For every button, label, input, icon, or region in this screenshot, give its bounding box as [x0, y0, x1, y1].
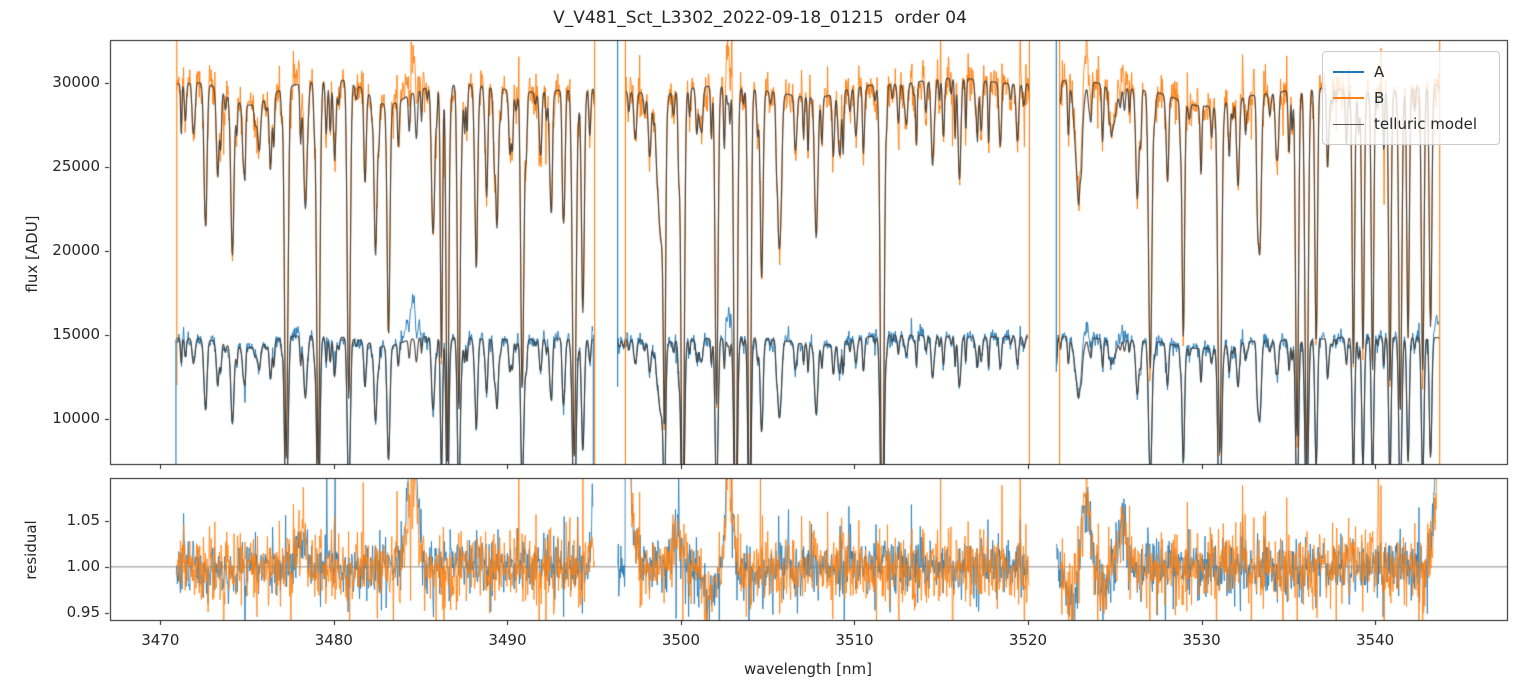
x-tick-label: 3480: [314, 631, 353, 649]
flux-tick-label: 25000: [52, 156, 100, 175]
x-tick-label: 3490: [488, 631, 527, 649]
flux-tick-label: 10000: [52, 408, 100, 427]
legend-line-swatch: [1333, 71, 1364, 73]
x-tick-label: 3530: [1182, 631, 1221, 649]
x-tick-label: 3520: [1008, 631, 1048, 649]
legend-entry-a: A: [1333, 59, 1489, 85]
legend-label: telluric model: [1374, 115, 1478, 133]
x-tick-label: 3470: [141, 631, 180, 649]
x-tick-label: 3510: [835, 631, 874, 649]
residual-tick-label: 0.95: [66, 602, 100, 621]
residual-tick-label: 1.05: [66, 511, 100, 530]
flux-tick-label: 15000: [52, 324, 100, 343]
legend-line-swatch: [1333, 123, 1364, 125]
legend-label: A: [1374, 63, 1385, 81]
legend-label: B: [1374, 89, 1385, 107]
x-tick-label: 3500: [661, 631, 701, 649]
wavelength-axis-label: wavelength [nm]: [744, 660, 872, 678]
residual-tick-label: 1.00: [66, 556, 100, 575]
flux-tick-label: 20000: [52, 240, 100, 259]
x-tick-label: 3540: [1356, 631, 1395, 649]
flux-tick-label: 30000: [52, 72, 100, 91]
plot-title: V_V481_Sct_L3302_2022-09-18_01215 order …: [553, 8, 967, 28]
legend-entry-b: B: [1333, 85, 1489, 111]
legend-line-swatch: [1333, 97, 1364, 99]
legend-entry-telluric-model: telluric model: [1333, 111, 1489, 137]
